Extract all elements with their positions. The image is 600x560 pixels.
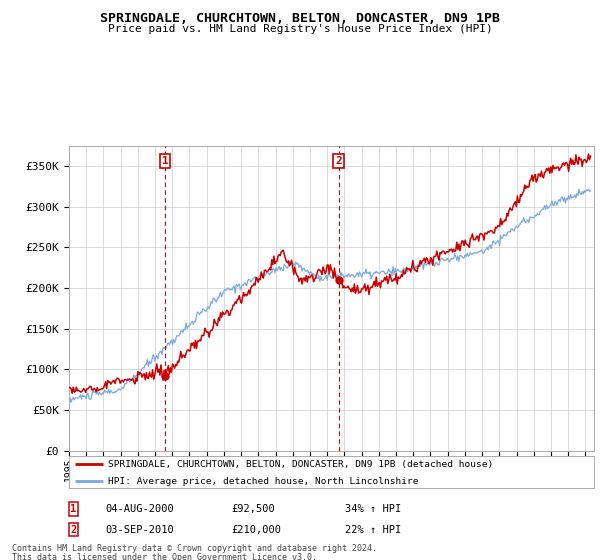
- Text: 2: 2: [70, 525, 76, 535]
- Text: SPRINGDALE, CHURCHTOWN, BELTON, DONCASTER, DN9 1PB (detached house): SPRINGDALE, CHURCHTOWN, BELTON, DONCASTE…: [109, 460, 494, 469]
- Text: 1: 1: [161, 156, 169, 166]
- Text: Contains HM Land Registry data © Crown copyright and database right 2024.: Contains HM Land Registry data © Crown c…: [12, 544, 377, 553]
- Text: 04-AUG-2000: 04-AUG-2000: [105, 504, 174, 514]
- Text: This data is licensed under the Open Government Licence v3.0.: This data is licensed under the Open Gov…: [12, 553, 317, 560]
- Text: 03-SEP-2010: 03-SEP-2010: [105, 525, 174, 535]
- Text: 1: 1: [70, 504, 76, 514]
- Text: 22% ↑ HPI: 22% ↑ HPI: [345, 525, 401, 535]
- Text: Price paid vs. HM Land Registry's House Price Index (HPI): Price paid vs. HM Land Registry's House …: [107, 24, 493, 34]
- Text: £92,500: £92,500: [231, 504, 275, 514]
- Text: 2: 2: [335, 156, 342, 166]
- Text: HPI: Average price, detached house, North Lincolnshire: HPI: Average price, detached house, Nort…: [109, 477, 419, 486]
- Text: £210,000: £210,000: [231, 525, 281, 535]
- Text: SPRINGDALE, CHURCHTOWN, BELTON, DONCASTER, DN9 1PB: SPRINGDALE, CHURCHTOWN, BELTON, DONCASTE…: [100, 12, 500, 25]
- Text: 34% ↑ HPI: 34% ↑ HPI: [345, 504, 401, 514]
